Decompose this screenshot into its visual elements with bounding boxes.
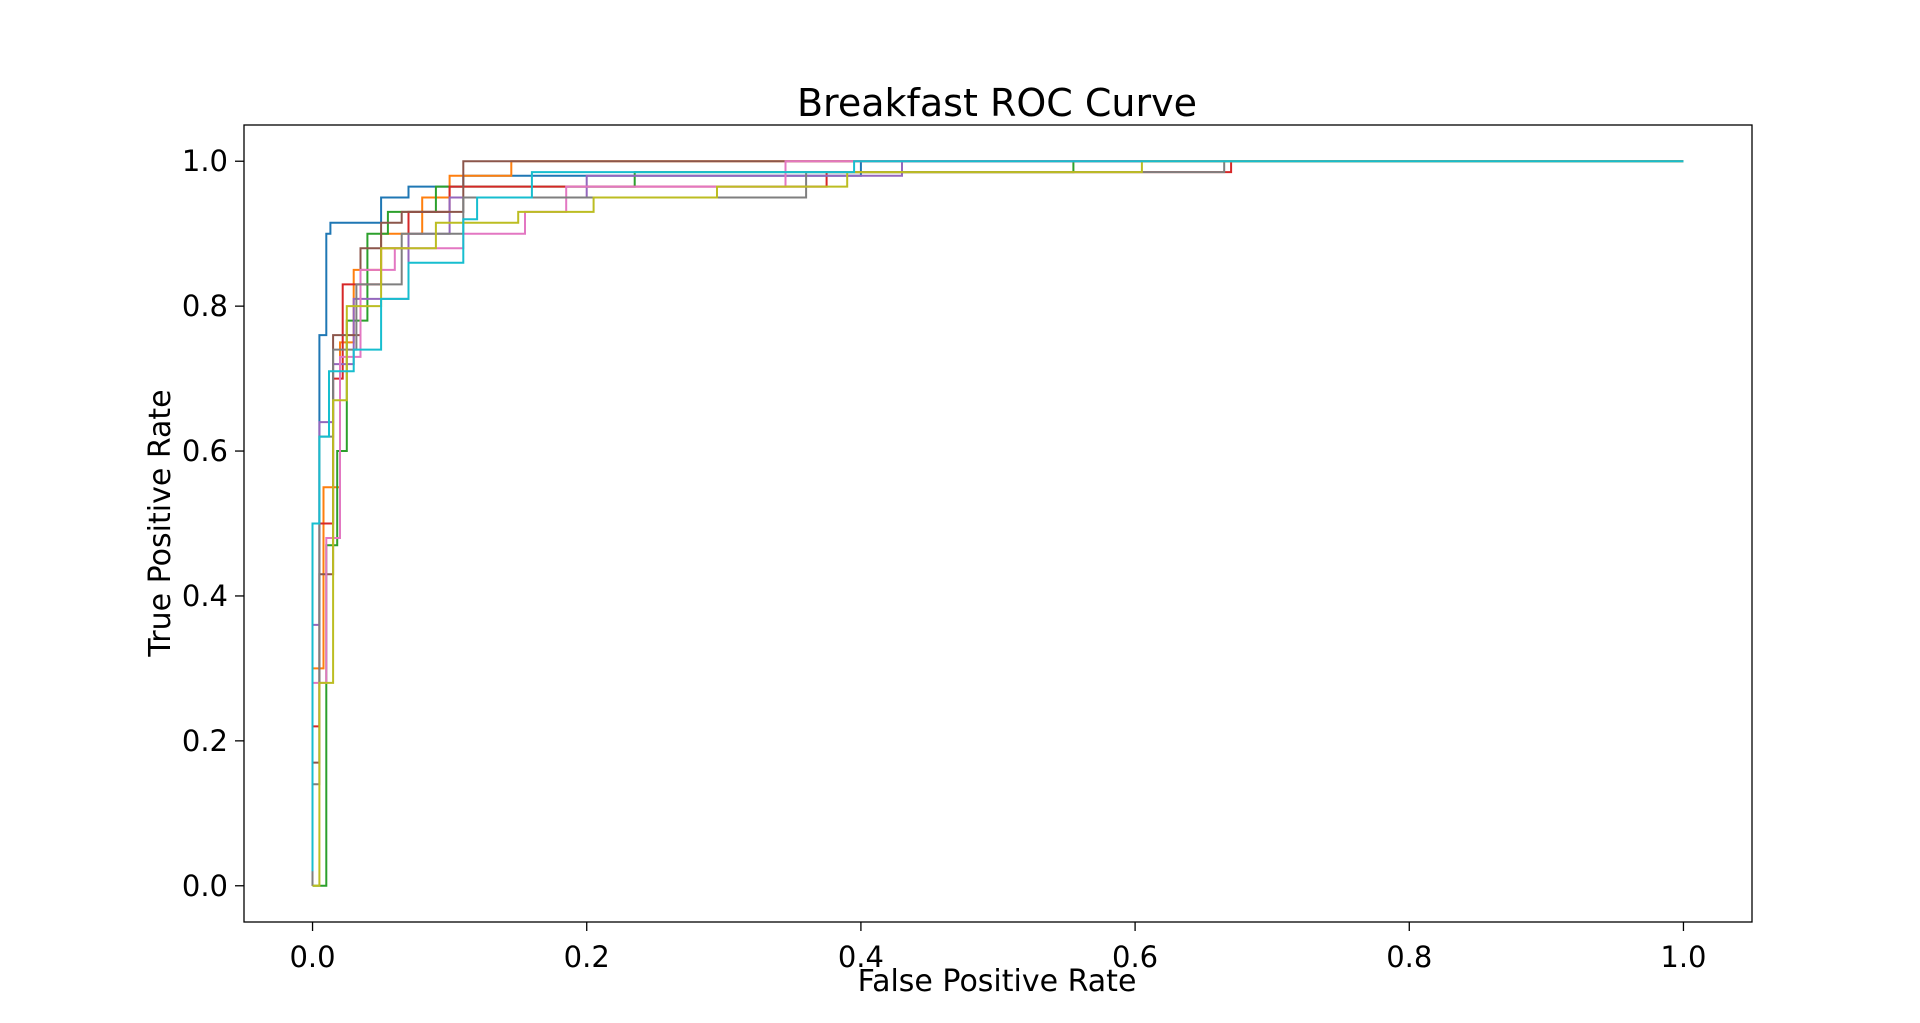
roc-series-5 <box>311 160 1684 886</box>
x-tick-label: 1.0 <box>1660 940 1706 974</box>
x-tick-label: 0.0 <box>289 940 335 974</box>
x-axis-ticks: 0.0 0.2 0.4 0.6 0.8 1.0 <box>289 922 1707 974</box>
roc-series-1 <box>311 160 1684 886</box>
roc-series-8 <box>311 160 1684 886</box>
x-tick-label: 0.8 <box>1386 940 1432 974</box>
x-axis-label: False Positive Rate <box>858 964 1137 999</box>
y-tick-label: 0.6 <box>182 434 228 468</box>
roc-series-10 <box>311 160 1684 872</box>
roc-series-2 <box>311 160 1684 886</box>
y-axis-ticks: 0.0 0.2 0.4 0.6 0.8 1.0 <box>182 144 244 903</box>
roc-series-3 <box>312 160 1684 887</box>
roc-series-4 <box>311 160 1684 886</box>
y-axis-label: True Positive Rate <box>143 389 178 657</box>
y-tick-label: 1.0 <box>182 144 228 178</box>
roc-series-9 <box>312 160 1684 887</box>
y-tick-label: 0.2 <box>182 724 228 758</box>
y-tick-label: 0.8 <box>182 289 228 323</box>
x-tick-label: 0.6 <box>1112 940 1158 974</box>
y-tick-label: 0.0 <box>182 869 228 903</box>
y-tick-label: 0.4 <box>182 579 228 613</box>
x-tick-label: 0.2 <box>564 940 610 974</box>
chart-title: Breakfast ROC Curve <box>797 81 1197 125</box>
series-layer <box>311 160 1684 887</box>
x-tick-label: 0.4 <box>838 940 884 974</box>
roc-series-6 <box>311 160 1684 886</box>
roc-series-7 <box>311 160 1684 886</box>
plot-frame <box>243 124 1753 923</box>
